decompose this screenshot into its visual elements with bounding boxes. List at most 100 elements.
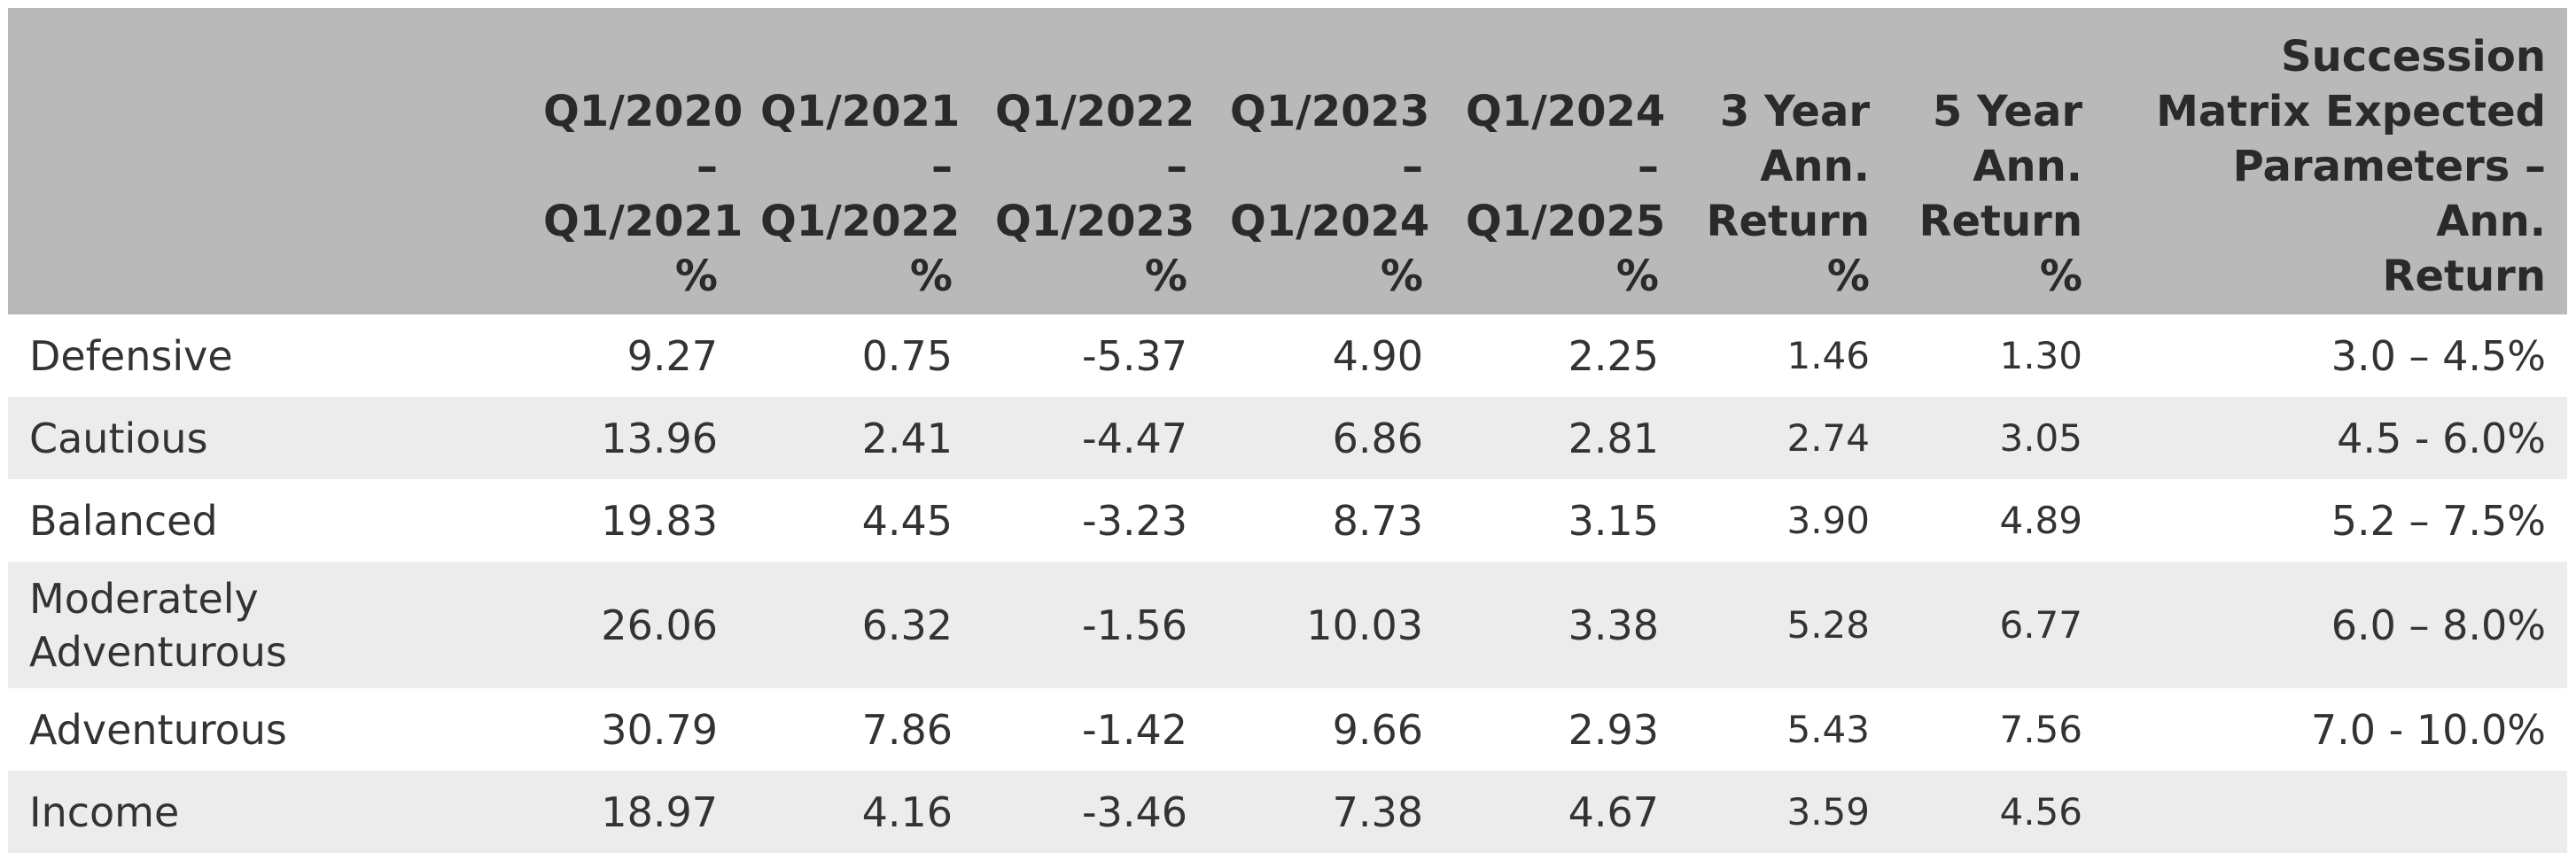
value-cell: 7.86	[861, 705, 953, 754]
value-cell: 6.86	[1209, 397, 1444, 479]
table-row: Cautious 13.96 2.41 -4.47 6.86 2.81 2.74 3.05 4.…	[8, 397, 2567, 479]
table-row: Income 18.97 4.16 -3.46 7.38 4.67 3.59 4.56	[8, 771, 2567, 853]
cell-line: –	[1402, 142, 1423, 191]
value-cell: 9.27	[626, 331, 718, 380]
value-cell: -1.56	[974, 562, 1209, 688]
cell-line: Ann.	[1973, 142, 2082, 191]
value-cell: 7.56	[1999, 707, 2082, 751]
cell-line: Ann.	[1760, 142, 1870, 191]
value-cell: 3.05	[1891, 397, 2104, 479]
row-label: Cautious	[8, 397, 522, 479]
value-cell: 5.43	[1786, 707, 1870, 751]
value-cell: -4.47	[974, 397, 1209, 479]
value-cell: 5.28	[1680, 562, 1891, 688]
cell-line: Defensive	[29, 331, 233, 380]
cell-line: 5 Year	[1932, 87, 2082, 136]
cell-line: Balanced	[29, 496, 218, 545]
row-label: Moderately Adventurous	[8, 562, 522, 688]
row-label: Income	[8, 771, 522, 853]
cell-line: –	[697, 142, 718, 191]
value-cell: 0.75	[861, 331, 953, 380]
value-cell: 6.0 – 8.0%	[2104, 562, 2567, 688]
value-cell: 6.77	[1891, 562, 2104, 688]
row-label: Defensive	[8, 314, 522, 397]
table-row: Moderately Adventurous 26.06 6.32 -1.56 10.03…	[8, 562, 2567, 688]
cell-line: %	[1826, 252, 1870, 301]
value-cell: 18.97	[522, 771, 739, 853]
header-row: Q1/2020– Q1/2021% Q1/2021– Q1/2022% Q1/2022–…	[8, 8, 2567, 314]
value-cell: 2.41	[739, 397, 974, 479]
value-cell: 3.0 – 4.5%	[2331, 331, 2546, 380]
cell-line: Adventurous	[29, 627, 287, 676]
value-cell: 4.16	[739, 771, 974, 853]
cell-line: –	[931, 142, 953, 191]
cell-line: %	[1380, 252, 1423, 301]
table-body: Defensive 9.27 0.75 -5.37 4.90 2.25 1.46 1.30 3.…	[8, 314, 2567, 853]
cell-line: –	[1638, 142, 1659, 191]
cell-line: Q1/2024	[1466, 87, 1666, 136]
header-cell: Q1/2022 – Q1/2023%	[974, 8, 1209, 314]
cell-line: Q1/2022	[995, 87, 1195, 136]
value-cell: 3.15	[1568, 496, 1659, 545]
returns-table: Q1/2020– Q1/2021% Q1/2021– Q1/2022% Q1/2022–…	[8, 8, 2567, 853]
cell-line: Income	[29, 787, 180, 836]
header-cell: 3 Year Ann. Return%	[1680, 8, 1891, 314]
cell-line: %	[674, 252, 718, 301]
value-cell: 2.93	[1568, 705, 1659, 754]
value-cell: 2.25	[1568, 331, 1659, 380]
value-cell: -3.23	[1081, 496, 1187, 545]
cell-line: Adventurous	[29, 705, 287, 754]
cell-line: Return	[1706, 197, 1870, 246]
table-row: Defensive 9.27 0.75 -5.37 4.90 2.25 1.46 1.30 3.…	[8, 314, 2567, 397]
value-cell: 4.5 - 6.0%	[2104, 397, 2567, 479]
page: Q1/2020– Q1/2021% Q1/2021– Q1/2022% Q1/2022–…	[8, 8, 2567, 853]
header-cell: Q1/2024 – Q1/2025%	[1444, 8, 1680, 314]
header-cell: Q1/2023 – Q1/2024%	[1209, 8, 1444, 314]
cell-line: Return	[1918, 197, 2082, 246]
cell-line: Q1/2024	[1230, 197, 1430, 246]
value-cell: 3.90	[1786, 498, 1870, 542]
cell-line: Return	[2382, 252, 2546, 301]
header-cell: Succession Matrix Expected Parameters – An…	[2104, 8, 2567, 314]
value-cell: 30.79	[601, 705, 718, 754]
cell-line: Cautious	[29, 414, 208, 462]
cell-line: Q1/2025	[1466, 197, 1666, 246]
value-cell: 2.81	[1444, 397, 1680, 479]
value-cell: 4.45	[861, 496, 953, 545]
header-cell: Q1/2021 – Q1/2022%	[739, 8, 974, 314]
value-cell: -5.37	[1081, 331, 1187, 380]
value-cell: 3.38	[1444, 562, 1680, 688]
row-label: Adventurous	[8, 688, 522, 771]
value-cell: 7.0 - 10.0%	[2310, 705, 2546, 754]
cell-line: %	[1144, 252, 1187, 301]
value-cell: 4.90	[1332, 331, 1423, 380]
table-row: Balanced 19.83 4.45 -3.23 8.73 3.15 3.90 4.89 5.…	[8, 479, 2567, 562]
value-cell: 8.73	[1332, 496, 1423, 545]
cell-line: Matrix Expected	[2156, 87, 2546, 136]
value-cell: 6.32	[739, 562, 974, 688]
cell-line: Succession	[2281, 32, 2546, 81]
cell-line: Q1/2023	[995, 197, 1195, 246]
table-row: Adventurous 30.79 7.86 -1.42 9.66 2.93 5.43 7.5…	[8, 688, 2567, 771]
cell-line: %	[909, 252, 953, 301]
cell-line: Parameters – Ann.	[2232, 142, 2546, 246]
cell-line: Q1/2021	[543, 197, 743, 246]
cell-line: Moderately	[29, 574, 259, 623]
value-cell: -3.46	[974, 771, 1209, 853]
cell-line: %	[1615, 252, 1659, 301]
value-cell: 1.46	[1786, 333, 1870, 377]
row-label: Balanced	[8, 479, 522, 562]
value-cell: 7.38	[1209, 771, 1444, 853]
cell-line: Q1/2020	[543, 87, 743, 136]
cell-line: –	[1166, 142, 1187, 191]
value-cell	[2104, 771, 2567, 853]
value-cell: 3.59	[1680, 771, 1891, 853]
value-cell: 19.83	[601, 496, 718, 545]
value-cell: 1.30	[1999, 333, 2082, 377]
value-cell: 4.89	[1999, 498, 2082, 542]
cell-line: Q1/2021	[760, 87, 961, 136]
cell-line: 3 Year	[1719, 87, 1870, 136]
value-cell: 4.56	[1891, 771, 2104, 853]
cell-line: %	[2039, 252, 2082, 301]
value-cell: 2.74	[1680, 397, 1891, 479]
